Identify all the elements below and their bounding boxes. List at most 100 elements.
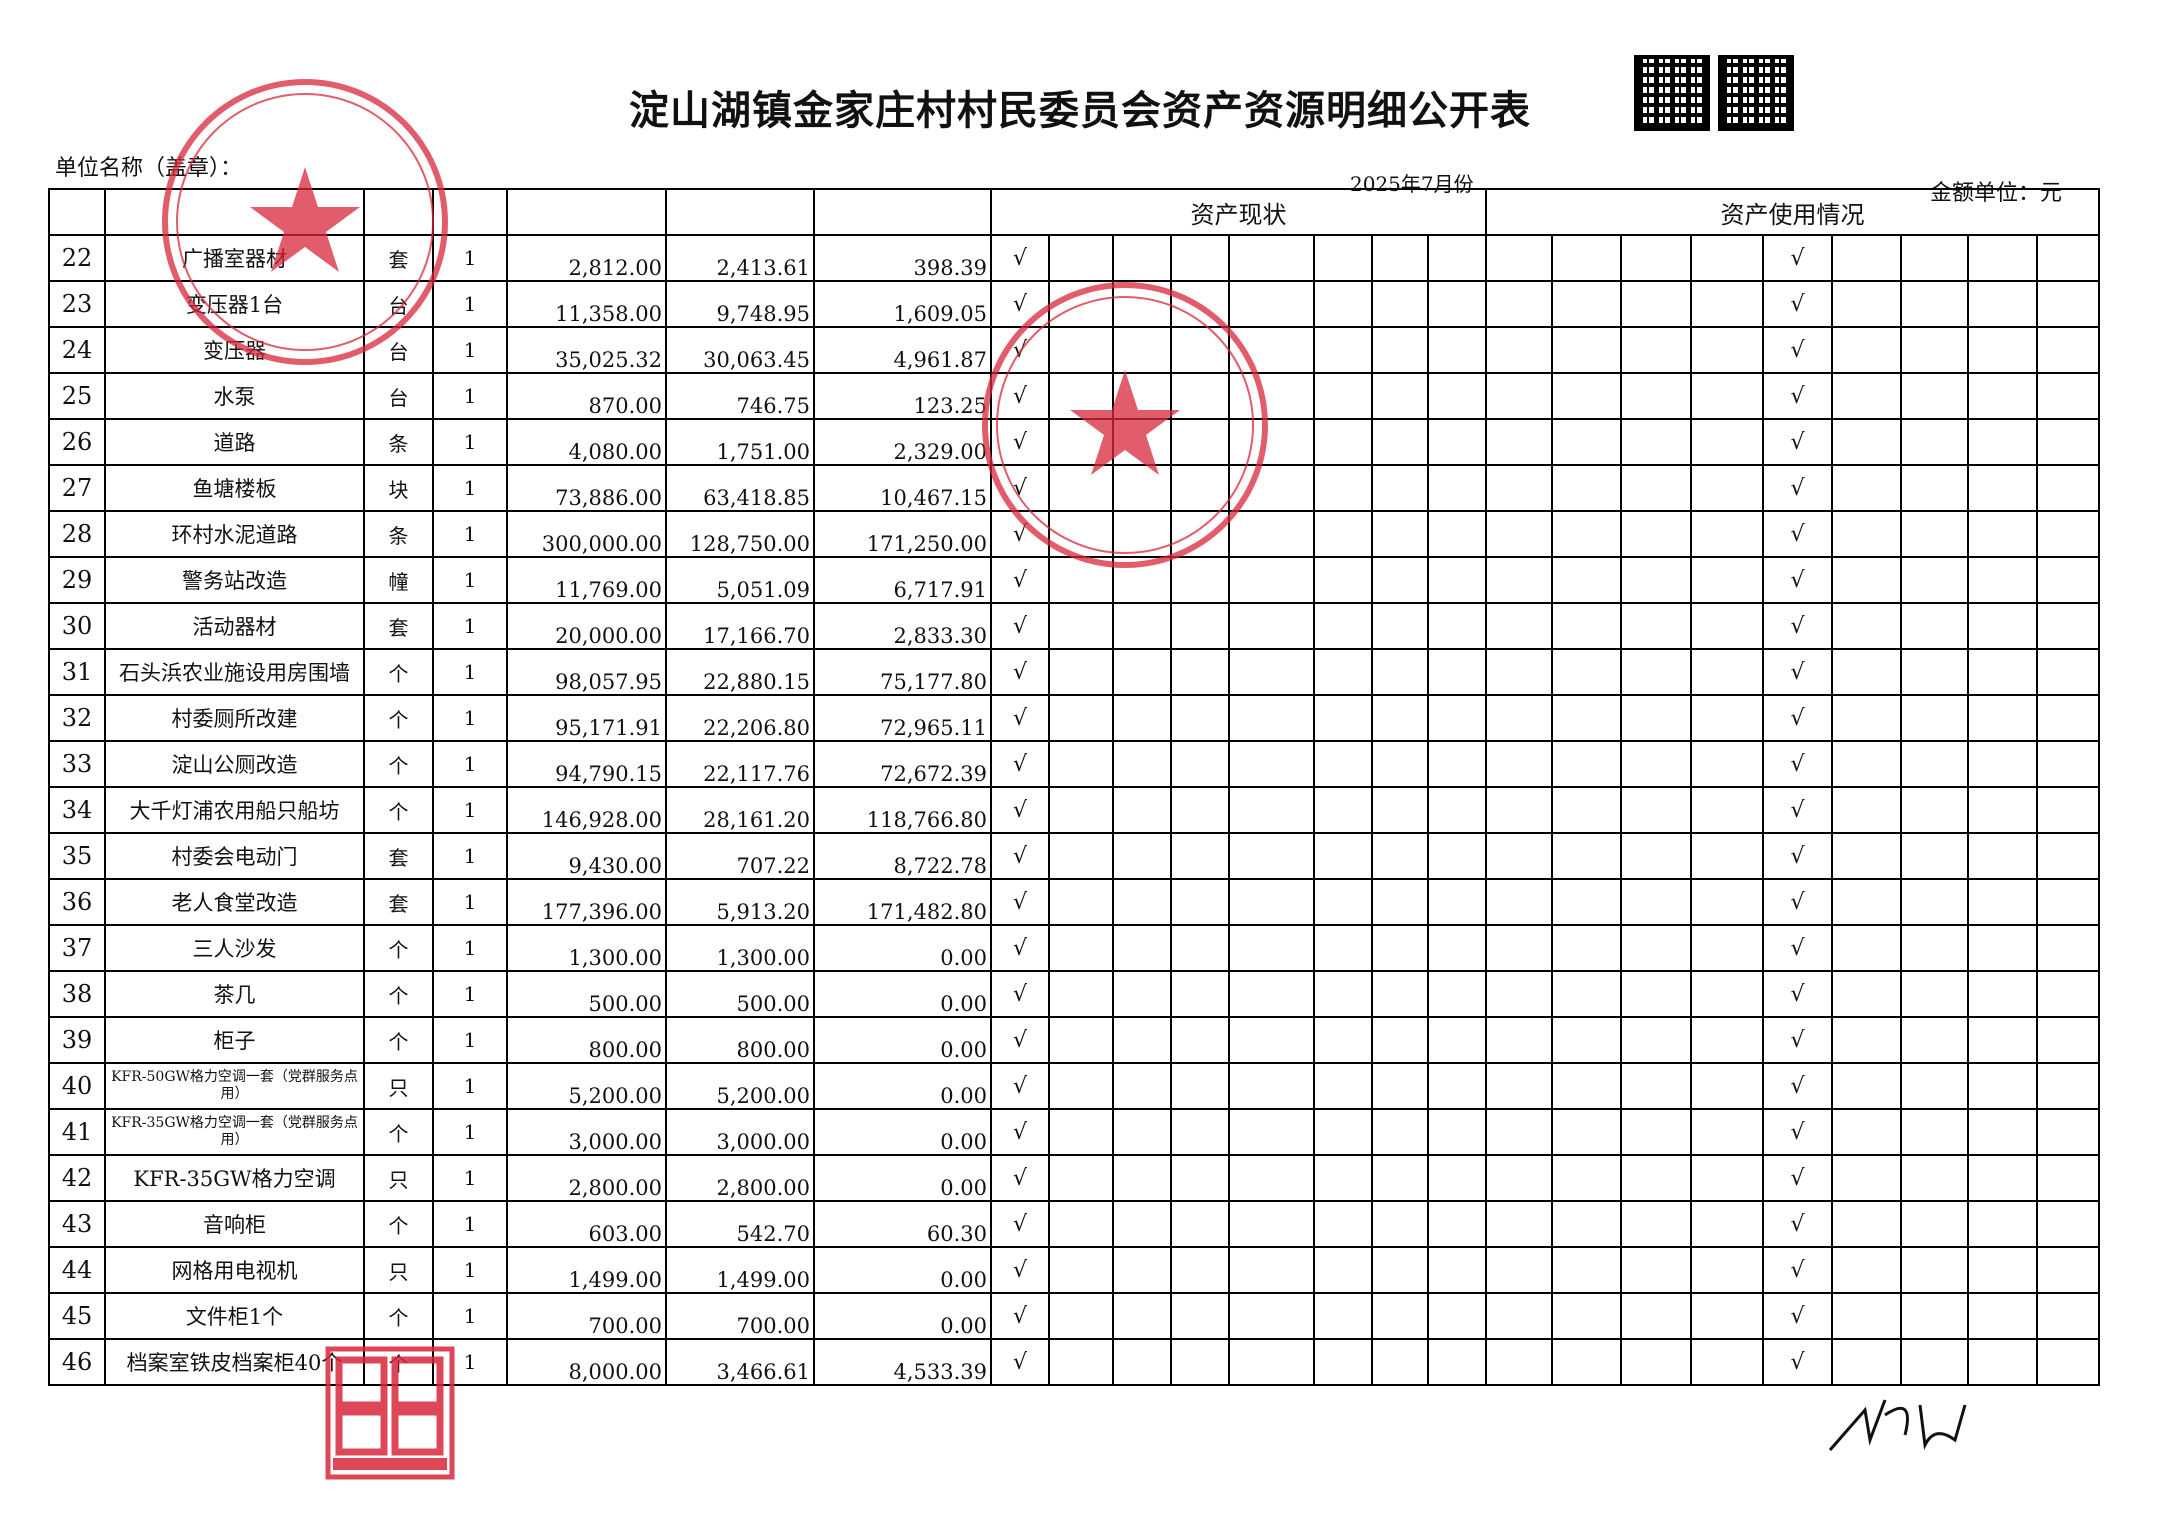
empty-cell [1690, 418, 1764, 466]
empty-cell [1313, 602, 1373, 650]
empty-cell [1485, 372, 1553, 420]
empty-cell [1831, 1200, 1902, 1248]
empty-cell [1371, 1016, 1429, 1064]
empty-cell [1967, 280, 2038, 328]
header-cell [432, 188, 508, 236]
empty-cell [1485, 740, 1553, 788]
table-row: 24 变压器台 1 35,025.32 30,063.45 4,961.87 √ √ [48, 326, 2100, 374]
accumulated-depreciation: 5,913.20 [665, 878, 815, 926]
empty-cell [1967, 832, 2038, 880]
unit: 个 [363, 786, 434, 834]
empty-cell [1831, 1338, 1902, 1386]
empty-cell [1551, 280, 1622, 328]
unit: 台 [363, 326, 434, 374]
usage-check-mark: √ [1762, 372, 1833, 420]
empty-cell [1967, 602, 2038, 650]
empty-cell [1170, 924, 1230, 972]
unit: 套 [363, 602, 434, 650]
empty-cell [1427, 740, 1487, 788]
empty-cell [1620, 418, 1692, 466]
empty-cell [1112, 832, 1172, 880]
accumulated-depreciation: 800.00 [665, 1016, 815, 1064]
empty-cell [1112, 418, 1172, 466]
row-number: 45 [48, 1292, 106, 1340]
empty-cell [1112, 648, 1172, 696]
empty-cell [1900, 878, 1969, 926]
empty-cell [1485, 326, 1553, 374]
empty-cell [1112, 1154, 1172, 1202]
empty-cell [1112, 924, 1172, 972]
net-value: 171,250.00 [813, 510, 992, 558]
empty-cell [1228, 556, 1315, 604]
unit: 条 [363, 510, 434, 558]
accumulated-depreciation: 500.00 [665, 970, 815, 1018]
empty-cell [1228, 694, 1315, 742]
accumulated-depreciation: 22,117.76 [665, 740, 815, 788]
empty-cell [1690, 1292, 1764, 1340]
unit: 幢 [363, 556, 434, 604]
empty-cell [1620, 1062, 1692, 1110]
asset-name: 老人食堂改造 [104, 878, 365, 926]
status-check-mark: √ [990, 924, 1050, 972]
empty-cell [1427, 878, 1487, 926]
accumulated-depreciation: 707.22 [665, 832, 815, 880]
empty-cell [1313, 1062, 1373, 1110]
row-number: 43 [48, 1200, 106, 1248]
table-row: 32 村委厕所改建个 1 95,171.91 22,206.80 72,965.11 √ √ [48, 694, 2100, 742]
empty-cell [1048, 648, 1114, 696]
empty-cell [1228, 740, 1315, 788]
accumulated-depreciation: 30,063.45 [665, 326, 815, 374]
empty-cell [1967, 1200, 2038, 1248]
net-value: 10,467.15 [813, 464, 992, 512]
empty-cell [1112, 602, 1172, 650]
status-check-mark: √ [990, 970, 1050, 1018]
empty-cell [1900, 418, 1969, 466]
header-cell [665, 188, 815, 236]
empty-cell [1690, 326, 1764, 374]
empty-cell [1831, 694, 1902, 742]
status-check-mark: √ [990, 1200, 1050, 1248]
empty-cell [1690, 878, 1764, 926]
empty-cell [1112, 1016, 1172, 1064]
empty-cell [1112, 372, 1172, 420]
original-value: 146,928.00 [506, 786, 667, 834]
table-row: 28 环村水泥道路条 1 300,000.00 128,750.00 171,250.00… [48, 510, 2100, 558]
empty-cell [1170, 786, 1230, 834]
empty-cell [1427, 510, 1487, 558]
accumulated-depreciation: 3,466.61 [665, 1338, 815, 1386]
usage-check-mark: √ [1762, 970, 1833, 1018]
original-value: 8,000.00 [506, 1338, 667, 1386]
empty-cell [1620, 326, 1692, 374]
usage-check-mark: √ [1762, 694, 1833, 742]
empty-cell [1690, 740, 1764, 788]
empty-cell [1690, 234, 1764, 282]
empty-cell [2036, 878, 2100, 926]
row-number: 41 [48, 1108, 106, 1156]
empty-cell [1485, 280, 1553, 328]
empty-cell [1620, 786, 1692, 834]
empty-cell [2036, 234, 2100, 282]
net-value: 2,329.00 [813, 418, 992, 466]
original-value: 1,499.00 [506, 1246, 667, 1294]
unit: 个 [363, 1338, 434, 1386]
empty-cell [1690, 694, 1764, 742]
empty-cell [1170, 280, 1230, 328]
empty-cell [1048, 740, 1114, 788]
empty-cell [2036, 1200, 2100, 1248]
empty-cell [1900, 234, 1969, 282]
empty-cell [1485, 1154, 1553, 1202]
empty-cell [1551, 1154, 1622, 1202]
net-value: 75,177.80 [813, 648, 992, 696]
original-value: 870.00 [506, 372, 667, 420]
original-value: 603.00 [506, 1200, 667, 1248]
empty-cell [1831, 326, 1902, 374]
empty-cell [1048, 602, 1114, 650]
accumulated-depreciation: 542.70 [665, 1200, 815, 1248]
unit: 台 [363, 372, 434, 420]
empty-cell [1620, 832, 1692, 880]
empty-cell [1485, 924, 1553, 972]
row-number: 44 [48, 1246, 106, 1294]
accumulated-depreciation: 1,499.00 [665, 1246, 815, 1294]
handwritten-signature [1828, 1399, 1967, 1451]
usage-check-mark: √ [1762, 786, 1833, 834]
